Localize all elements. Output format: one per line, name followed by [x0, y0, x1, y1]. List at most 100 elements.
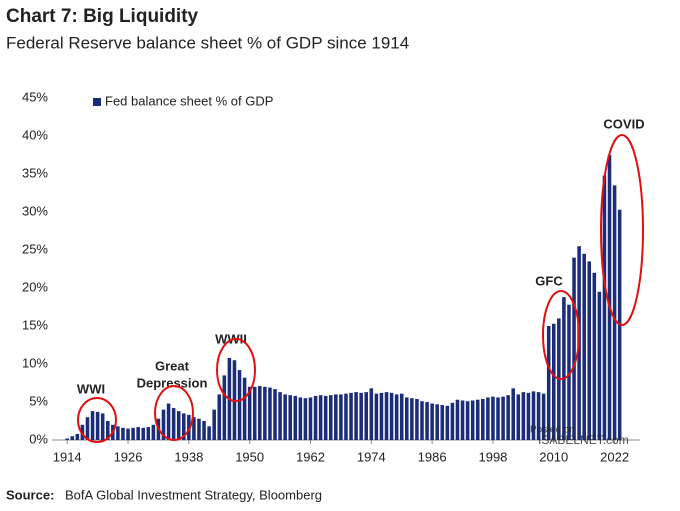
bar: [192, 417, 196, 440]
y-tick-label: 35%: [22, 165, 48, 180]
bar: [541, 393, 546, 440]
bar: [161, 409, 166, 440]
chart-subtitle: Federal Reserve balance sheet % of GDP s…: [6, 33, 409, 52]
annotation: COVID: [603, 116, 644, 131]
bar: [562, 297, 566, 440]
bar: [415, 398, 419, 440]
annotation: Great: [155, 358, 190, 373]
bar: [171, 408, 176, 440]
bar: [323, 395, 328, 440]
y-tick-label: 0%: [29, 431, 48, 446]
bar: [303, 398, 308, 440]
bar: [470, 400, 475, 440]
bar: [293, 395, 298, 440]
bar: [405, 397, 409, 440]
legend-label: Fed balance sheet % of GDP: [105, 93, 273, 108]
bar: [486, 397, 490, 440]
bar: [202, 421, 206, 440]
y-tick-label: 15%: [22, 317, 48, 332]
x-tick-label: 1938: [174, 449, 203, 464]
bar: [288, 395, 292, 440]
bar: [176, 411, 181, 440]
y-tick-label: 45%: [22, 89, 48, 104]
bar: [349, 392, 353, 440]
chart-title: Chart 7: Big Liquidity: [6, 6, 199, 27]
bar: [263, 386, 267, 440]
bar: [389, 392, 394, 440]
bar: [354, 392, 358, 440]
bar: [592, 272, 597, 440]
x-tick-label: 1986: [418, 449, 447, 464]
bar: [379, 392, 384, 440]
bar: [567, 304, 571, 440]
y-tick-label: 10%: [22, 355, 48, 370]
bar: [237, 370, 242, 440]
bar: [511, 388, 515, 440]
source: BofA Global Investment Strategy, Bloombe…: [65, 487, 322, 502]
bar: [572, 257, 576, 440]
bar: [602, 175, 607, 440]
bar: [308, 397, 313, 440]
bar: [521, 392, 526, 440]
bar: [359, 392, 363, 440]
bar: [465, 401, 470, 440]
annotation: GFC: [535, 273, 563, 288]
bar: [410, 398, 414, 440]
bar: [65, 438, 69, 440]
annotation: WWI: [77, 381, 105, 396]
bar: [394, 394, 399, 440]
bar: [526, 392, 531, 440]
y-tick-label: 20%: [22, 279, 48, 294]
bar: [141, 427, 146, 440]
bar: [95, 411, 100, 440]
bar: [187, 414, 191, 440]
highlight-ellipse: [216, 338, 256, 402]
bar: [146, 427, 151, 440]
bar: [607, 155, 612, 440]
watermark: Posted on: [530, 425, 575, 436]
bar: [217, 394, 222, 440]
bar: [364, 392, 369, 440]
bar: [344, 393, 348, 440]
bar: [501, 396, 505, 440]
x-tick-label: 2022: [600, 449, 629, 464]
bar: [328, 395, 333, 440]
bar: [151, 424, 156, 440]
bar: [85, 417, 90, 440]
bar: [222, 375, 227, 440]
bar: [475, 399, 480, 440]
bar: [491, 396, 495, 440]
source-label: Source:: [6, 487, 54, 502]
bar: [384, 392, 389, 440]
bar: [273, 389, 277, 440]
bar: [318, 395, 323, 440]
x-tick-label: 1926: [114, 449, 143, 464]
y-tick-label: 5%: [29, 393, 48, 408]
bar: [445, 405, 450, 440]
y-tick-label: 25%: [22, 241, 48, 256]
bar: [100, 413, 105, 440]
bar: [258, 386, 262, 440]
bar: [425, 402, 429, 440]
bar: [374, 393, 379, 440]
y-tick-label: 30%: [22, 203, 48, 218]
annotation: Depression: [137, 375, 208, 390]
bar: [460, 400, 465, 440]
bar: [536, 392, 541, 440]
bar: [166, 403, 171, 440]
x-tick-label: 1950: [235, 449, 264, 464]
bar: [182, 413, 186, 440]
bar: [242, 377, 247, 440]
bar: [430, 403, 434, 440]
bar: [212, 409, 216, 440]
bar: [126, 428, 130, 440]
bar: [440, 405, 445, 440]
bar: [546, 326, 551, 440]
bar: [339, 394, 343, 440]
bar: [268, 387, 272, 440]
y-tick-label: 40%: [22, 127, 48, 142]
bar: [121, 427, 125, 440]
bar: [481, 398, 485, 440]
bar: [496, 397, 500, 440]
